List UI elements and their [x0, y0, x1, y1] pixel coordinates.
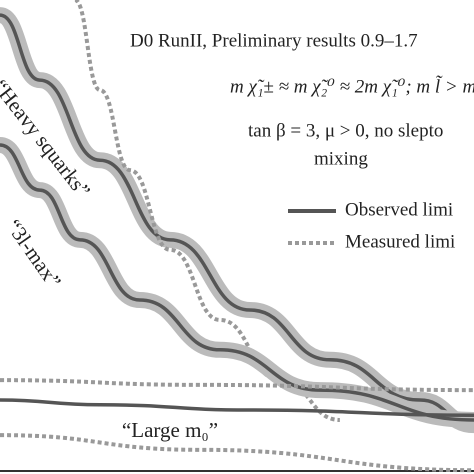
chart-title: D0 RunII, Preliminary results 0.9–1.7 — [130, 30, 418, 51]
limit-curve — [0, 433, 474, 473]
annotation: tan β = 3, μ > 0, no slepto — [248, 120, 443, 141]
annotation: m χ̃₁± ≈ m χ̃₂⁰ ≈ 2m χ̃₁⁰; m l̃ > m — [230, 76, 474, 98]
limit-curve — [0, 398, 474, 417]
limit-curve — [0, 378, 474, 393]
legend-label: Measured limi — [345, 231, 455, 252]
limit-curve — [0, 143, 474, 422]
annotation: mixing — [314, 148, 368, 169]
legend-label: Observed limi — [345, 199, 453, 220]
curve-label: “Large m₀” — [122, 418, 218, 442]
